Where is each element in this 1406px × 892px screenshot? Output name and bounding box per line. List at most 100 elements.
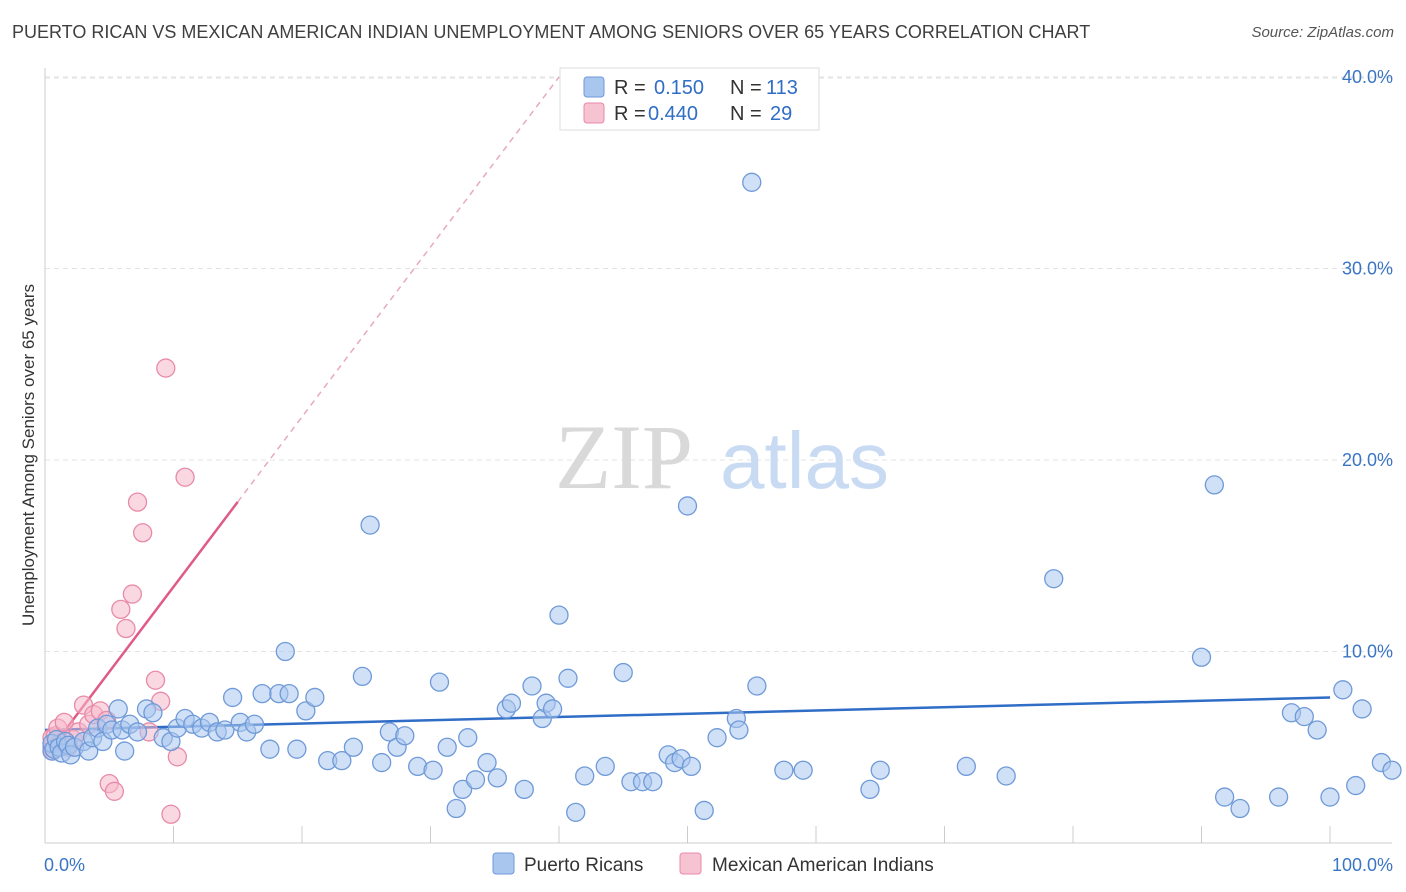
y-tick-labels: 10.0% 20.0% 30.0% 40.0% <box>1342 67 1393 662</box>
data-point-puerto-ricans <box>694 800 714 821</box>
y-tick-label: 10.0% <box>1342 642 1393 662</box>
bottom-legend-label-puerto-ricans: Puerto Ricans <box>524 855 643 876</box>
data-point-puerto-ricans <box>747 676 767 696</box>
data-point-puerto-ricans <box>1346 775 1366 796</box>
data-point-puerto-ricans <box>549 605 569 625</box>
data-point-puerto-ricans <box>1044 569 1064 589</box>
data-point-puerto-ricans <box>446 798 466 819</box>
data-point-mexican-american-indians <box>156 358 176 378</box>
data-point-puerto-ricans <box>522 676 542 696</box>
legend-r-value-2: 0.440 <box>648 103 698 125</box>
data-point-mexican-american-indians <box>122 584 143 604</box>
data-point-puerto-ricans <box>458 728 478 748</box>
chart-title: PUERTO RICAN VS MEXICAN AMERICAN INDIAN … <box>12 22 1091 42</box>
legend-r-label-1: R = <box>614 77 646 99</box>
data-point-puerto-ricans <box>1352 699 1372 719</box>
data-point-puerto-ricans <box>575 766 595 786</box>
data-point-puerto-ricans <box>774 760 794 780</box>
data-point-puerto-ricans <box>1320 787 1340 807</box>
x-tick-labels: 0.0% 100.0% <box>44 855 1393 875</box>
legend-r-label-2: R = <box>614 103 646 125</box>
legend-n-value-2: 29 <box>770 103 792 125</box>
data-point-puerto-ricans <box>108 699 128 719</box>
y-tick-label: 20.0% <box>1342 450 1393 470</box>
data-point-mexican-american-indians <box>133 523 153 543</box>
data-point-mexican-american-indians <box>127 492 148 512</box>
x-tick-label-min: 0.0% <box>44 855 85 875</box>
data-point-puerto-ricans <box>613 662 633 683</box>
data-point-puerto-ricans <box>729 720 749 740</box>
legend-n-label-2: N = <box>730 103 762 125</box>
data-point-mexican-american-indians <box>116 618 136 639</box>
data-point-puerto-ricans <box>677 496 698 516</box>
data-point-puerto-ricans <box>793 760 813 780</box>
data-point-mexican-american-indians <box>111 599 131 620</box>
trend-line-mexican-american-indians-extension <box>237 76 560 503</box>
bottom-legend-swatch-blue <box>492 852 515 875</box>
data-point-puerto-ricans <box>465 770 486 790</box>
data-point-puerto-ricans <box>870 760 890 780</box>
y-tick-label: 30.0% <box>1342 259 1393 279</box>
data-point-puerto-ricans <box>1268 787 1289 807</box>
series-puerto-ricans <box>42 172 1402 823</box>
bottom-legend-swatch-pink <box>679 852 702 875</box>
data-point-puerto-ricans <box>477 752 497 773</box>
source-label: Source: ZipAtlas.com <box>1251 24 1394 41</box>
trend-line-mexican-american-indians <box>44 501 239 758</box>
data-point-puerto-ricans <box>332 751 352 771</box>
data-point-puerto-ricans <box>260 739 280 759</box>
data-point-puerto-ricans <box>996 766 1016 786</box>
data-point-mexican-american-indians <box>54 712 74 733</box>
data-point-puerto-ricans <box>542 699 563 719</box>
legend-swatch-blue <box>583 76 605 98</box>
data-point-puerto-ricans <box>1191 647 1212 667</box>
data-point-puerto-ricans <box>115 741 135 761</box>
data-point-puerto-ricans <box>352 666 373 687</box>
data-point-mexican-american-indians <box>145 670 166 690</box>
legend-n-value-1: 113 <box>766 77 798 99</box>
data-point-puerto-ricans <box>558 668 578 688</box>
data-point-puerto-ricans <box>452 779 473 800</box>
data-point-puerto-ricans <box>215 720 235 740</box>
data-point-puerto-ricans <box>252 683 272 704</box>
watermark-zip: ZIP <box>555 406 693 508</box>
y-axis-label: Unemployment Among Seniors over 65 years <box>19 284 38 626</box>
data-point-mexican-american-indians <box>175 467 195 487</box>
data-point-puerto-ricans <box>127 722 148 742</box>
data-point-puerto-ricans <box>296 701 316 721</box>
data-point-puerto-ricans <box>1214 787 1235 807</box>
legend-r-value-1: 0.150 <box>654 77 704 99</box>
axes <box>44 68 1392 844</box>
data-point-puerto-ricans <box>1382 760 1402 780</box>
data-point-puerto-ricans <box>514 779 534 800</box>
data-point-puerto-ricans <box>1333 680 1353 700</box>
data-point-puerto-ricans <box>742 172 762 192</box>
data-point-puerto-ricans <box>244 714 265 734</box>
data-point-puerto-ricans <box>1294 706 1314 727</box>
x-tick-label-max: 100.0% <box>1332 855 1393 875</box>
data-point-puerto-ricans <box>437 737 457 757</box>
correlation-legend: R = 0.150 N = 113 R = 0.440 N = 29 <box>559 67 820 131</box>
data-point-puerto-ricans <box>956 756 976 777</box>
data-point-puerto-ricans <box>681 756 702 777</box>
data-point-puerto-ricans <box>360 515 380 535</box>
data-point-puerto-ricans <box>222 687 243 708</box>
data-point-puerto-ricans <box>275 641 295 662</box>
gridlines <box>45 76 1392 652</box>
data-point-puerto-ricans <box>1307 720 1327 740</box>
data-point-puerto-ricans <box>343 737 364 757</box>
data-point-puerto-ricans <box>566 802 586 823</box>
data-point-puerto-ricans <box>279 683 299 704</box>
series-legend: Puerto Ricans Mexican American Indians <box>492 852 934 876</box>
data-point-mexican-american-indians <box>104 781 125 801</box>
bottom-legend-label-mexican-american-indians: Mexican American Indians <box>712 855 934 876</box>
data-point-puerto-ricans <box>595 756 615 777</box>
data-point-puerto-ricans <box>1230 798 1250 819</box>
data-point-puerto-ricans <box>707 728 727 748</box>
y-tick-label: 40.0% <box>1342 67 1393 87</box>
legend-n-label-1: N = <box>730 77 762 99</box>
data-point-puerto-ricans <box>860 779 880 800</box>
data-point-puerto-ricans <box>372 752 392 773</box>
data-point-puerto-ricans <box>501 693 522 713</box>
